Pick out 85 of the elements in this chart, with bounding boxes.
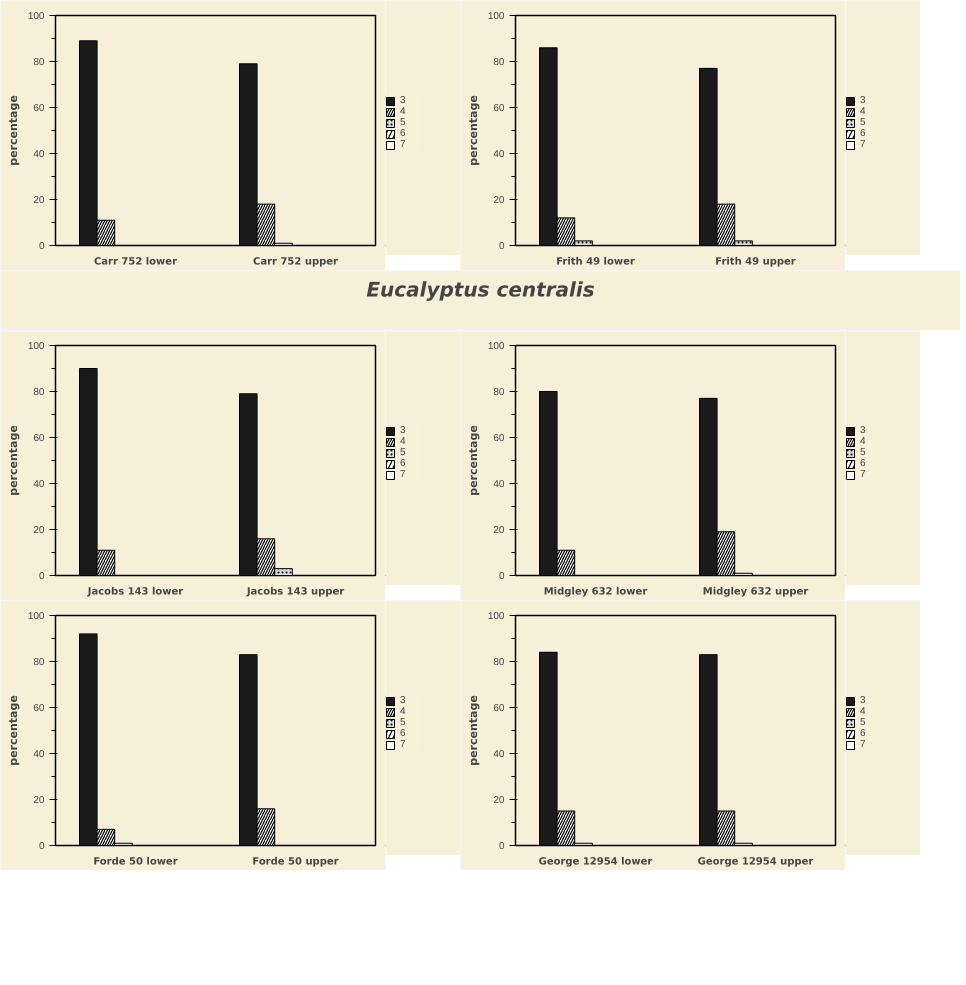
y-axis-title: percentage — [6, 425, 20, 496]
y-tick-label: 20 — [493, 525, 505, 536]
y-tick-label: 80 — [33, 387, 45, 398]
y-tick-label: 40 — [493, 149, 505, 160]
legend-label: 6 — [400, 128, 407, 139]
legend-label: 4 — [400, 706, 407, 717]
legend-label: 4 — [400, 436, 407, 447]
legend-label: 4 — [860, 706, 867, 717]
y-tick-label: 0 — [498, 241, 505, 252]
legend-label: 3 — [400, 425, 407, 436]
legend-label: 3 — [400, 95, 407, 106]
y-axis-title: percentage — [6, 95, 20, 166]
y-tick-label: 60 — [33, 433, 45, 444]
y-tick-label: 100 — [488, 611, 505, 622]
y-tick-label: 80 — [33, 57, 45, 68]
y-tick-label: 60 — [493, 703, 505, 714]
x-tick-label: George 12954 upper — [698, 856, 814, 868]
legend-label: 6 — [400, 458, 407, 469]
y-tick-label: 20 — [33, 525, 45, 536]
x-tick-label: Jacobs 143 lower — [86, 586, 184, 598]
y-tick-label: 80 — [493, 57, 505, 68]
legend-label: 7 — [860, 739, 867, 750]
x-tick-label: Jacobs 143 upper — [246, 586, 344, 598]
y-axis-title: percentage — [6, 695, 20, 766]
y-tick-label: 100 — [488, 11, 505, 22]
legend-label: 7 — [860, 139, 867, 150]
x-tick-label: Midgley 632 upper — [702, 586, 808, 598]
x-tick-label: Frith 49 lower — [556, 256, 635, 268]
legend-label: 6 — [860, 728, 867, 739]
legend-label: 3 — [860, 425, 867, 436]
y-tick-label: 20 — [493, 795, 505, 806]
y-axis-title: percentage — [466, 695, 480, 766]
legend-label: 5 — [860, 717, 867, 728]
y-tick-label: 100 — [488, 341, 505, 352]
legend-label: 6 — [860, 458, 867, 469]
legend-label: 7 — [400, 469, 407, 480]
y-tick-label: 0 — [498, 571, 505, 582]
x-tick-label: Forde 50 lower — [93, 856, 178, 868]
legend-label: 5 — [400, 117, 407, 128]
legend-label: 7 — [400, 139, 407, 150]
legend-label: 3 — [860, 95, 867, 106]
legend-label: 7 — [400, 739, 407, 750]
y-tick-label: 60 — [493, 103, 505, 114]
legend-label: 6 — [860, 128, 867, 139]
legend-label: 5 — [860, 447, 867, 458]
y-tick-label: 40 — [493, 749, 505, 760]
legend-label: 3 — [400, 695, 407, 706]
legend-label: 4 — [860, 436, 867, 447]
x-tick-label: Forde 50 upper — [252, 856, 339, 868]
y-axis-title: percentage — [466, 95, 480, 166]
y-tick-label: 40 — [33, 749, 45, 760]
y-tick-label: 80 — [33, 657, 45, 668]
legend-label: 5 — [400, 447, 407, 458]
legend-label: 4 — [400, 106, 407, 117]
y-tick-label: 20 — [493, 195, 505, 206]
y-tick-label: 80 — [493, 657, 505, 668]
legend-label: 5 — [400, 717, 407, 728]
y-axis-title: percentage — [466, 425, 480, 496]
x-tick-label: Midgley 632 lower — [544, 586, 648, 598]
y-tick-label: 0 — [38, 841, 45, 852]
y-tick-label: 40 — [33, 149, 45, 160]
legend-label: 5 — [860, 117, 867, 128]
legend-label: 3 — [860, 695, 867, 706]
y-tick-label: 100 — [28, 11, 45, 22]
y-tick-label: 0 — [38, 571, 45, 582]
y-tick-label: 20 — [33, 195, 45, 206]
y-tick-label: 20 — [33, 795, 45, 806]
y-tick-label: 100 — [28, 611, 45, 622]
y-tick-label: 100 — [28, 341, 45, 352]
y-tick-label: 40 — [493, 479, 505, 490]
y-tick-label: 60 — [33, 103, 45, 114]
x-tick-label: Carr 752 lower — [94, 256, 178, 268]
legend-label: 4 — [860, 106, 867, 117]
y-tick-label: 60 — [493, 433, 505, 444]
legend-label: 7 — [860, 469, 867, 480]
x-tick-label: Frith 49 upper — [715, 256, 796, 268]
y-tick-label: 60 — [33, 703, 45, 714]
y-tick-label: 80 — [493, 387, 505, 398]
y-tick-label: 40 — [33, 479, 45, 490]
legend-label: 6 — [400, 728, 407, 739]
y-tick-label: 0 — [498, 841, 505, 852]
text: Eucalyptus centralis — [366, 278, 595, 302]
x-tick-label: Carr 752 upper — [253, 256, 338, 268]
x-tick-label: George 12954 lower — [538, 856, 652, 868]
y-tick-label: 0 — [38, 241, 45, 252]
